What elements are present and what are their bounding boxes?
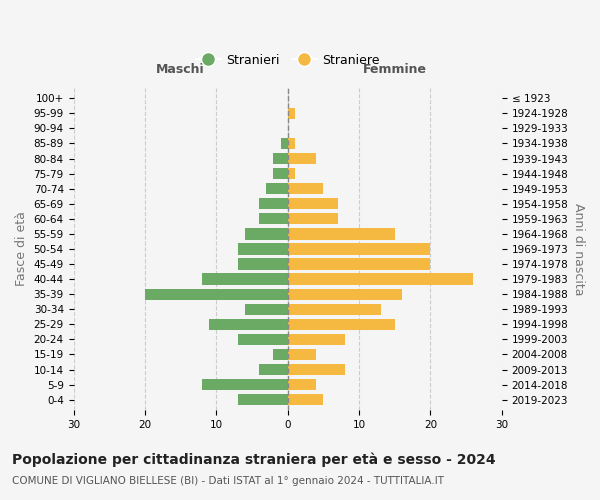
Bar: [266, 183, 287, 194]
Bar: [287, 304, 380, 315]
Bar: [287, 288, 402, 300]
Bar: [274, 168, 287, 179]
Bar: [287, 244, 430, 254]
Bar: [287, 258, 430, 270]
Y-axis label: Anni di nascita: Anni di nascita: [572, 202, 585, 295]
Bar: [287, 274, 473, 285]
Bar: [287, 318, 395, 330]
Bar: [287, 153, 316, 164]
Bar: [202, 274, 287, 285]
Bar: [209, 318, 287, 330]
Bar: [287, 334, 345, 345]
Bar: [287, 364, 345, 375]
Bar: [287, 198, 338, 209]
Bar: [202, 379, 287, 390]
Bar: [238, 334, 287, 345]
Bar: [274, 153, 287, 164]
Bar: [287, 168, 295, 179]
Bar: [274, 349, 287, 360]
Bar: [287, 183, 323, 194]
Text: COMUNE DI VIGLIANO BIELLESE (BI) - Dati ISTAT al 1° gennaio 2024 - TUTTITALIA.IT: COMUNE DI VIGLIANO BIELLESE (BI) - Dati …: [12, 476, 444, 486]
Bar: [287, 349, 316, 360]
Bar: [145, 288, 287, 300]
Bar: [287, 108, 295, 119]
Bar: [238, 244, 287, 254]
Text: Popolazione per cittadinanza straniera per età e sesso - 2024: Popolazione per cittadinanza straniera p…: [12, 452, 496, 467]
Legend: Stranieri, Straniere: Stranieri, Straniere: [191, 48, 385, 72]
Bar: [287, 138, 295, 149]
Bar: [238, 258, 287, 270]
Bar: [245, 228, 287, 239]
Bar: [287, 228, 395, 239]
Y-axis label: Fasce di età: Fasce di età: [15, 212, 28, 286]
Bar: [245, 304, 287, 315]
Bar: [259, 364, 287, 375]
Bar: [281, 138, 287, 149]
Text: Femmine: Femmine: [363, 62, 427, 76]
Bar: [287, 379, 316, 390]
Bar: [238, 394, 287, 406]
Bar: [287, 213, 338, 224]
Bar: [259, 198, 287, 209]
Bar: [259, 213, 287, 224]
Bar: [287, 394, 323, 406]
Text: Maschi: Maschi: [156, 62, 205, 76]
